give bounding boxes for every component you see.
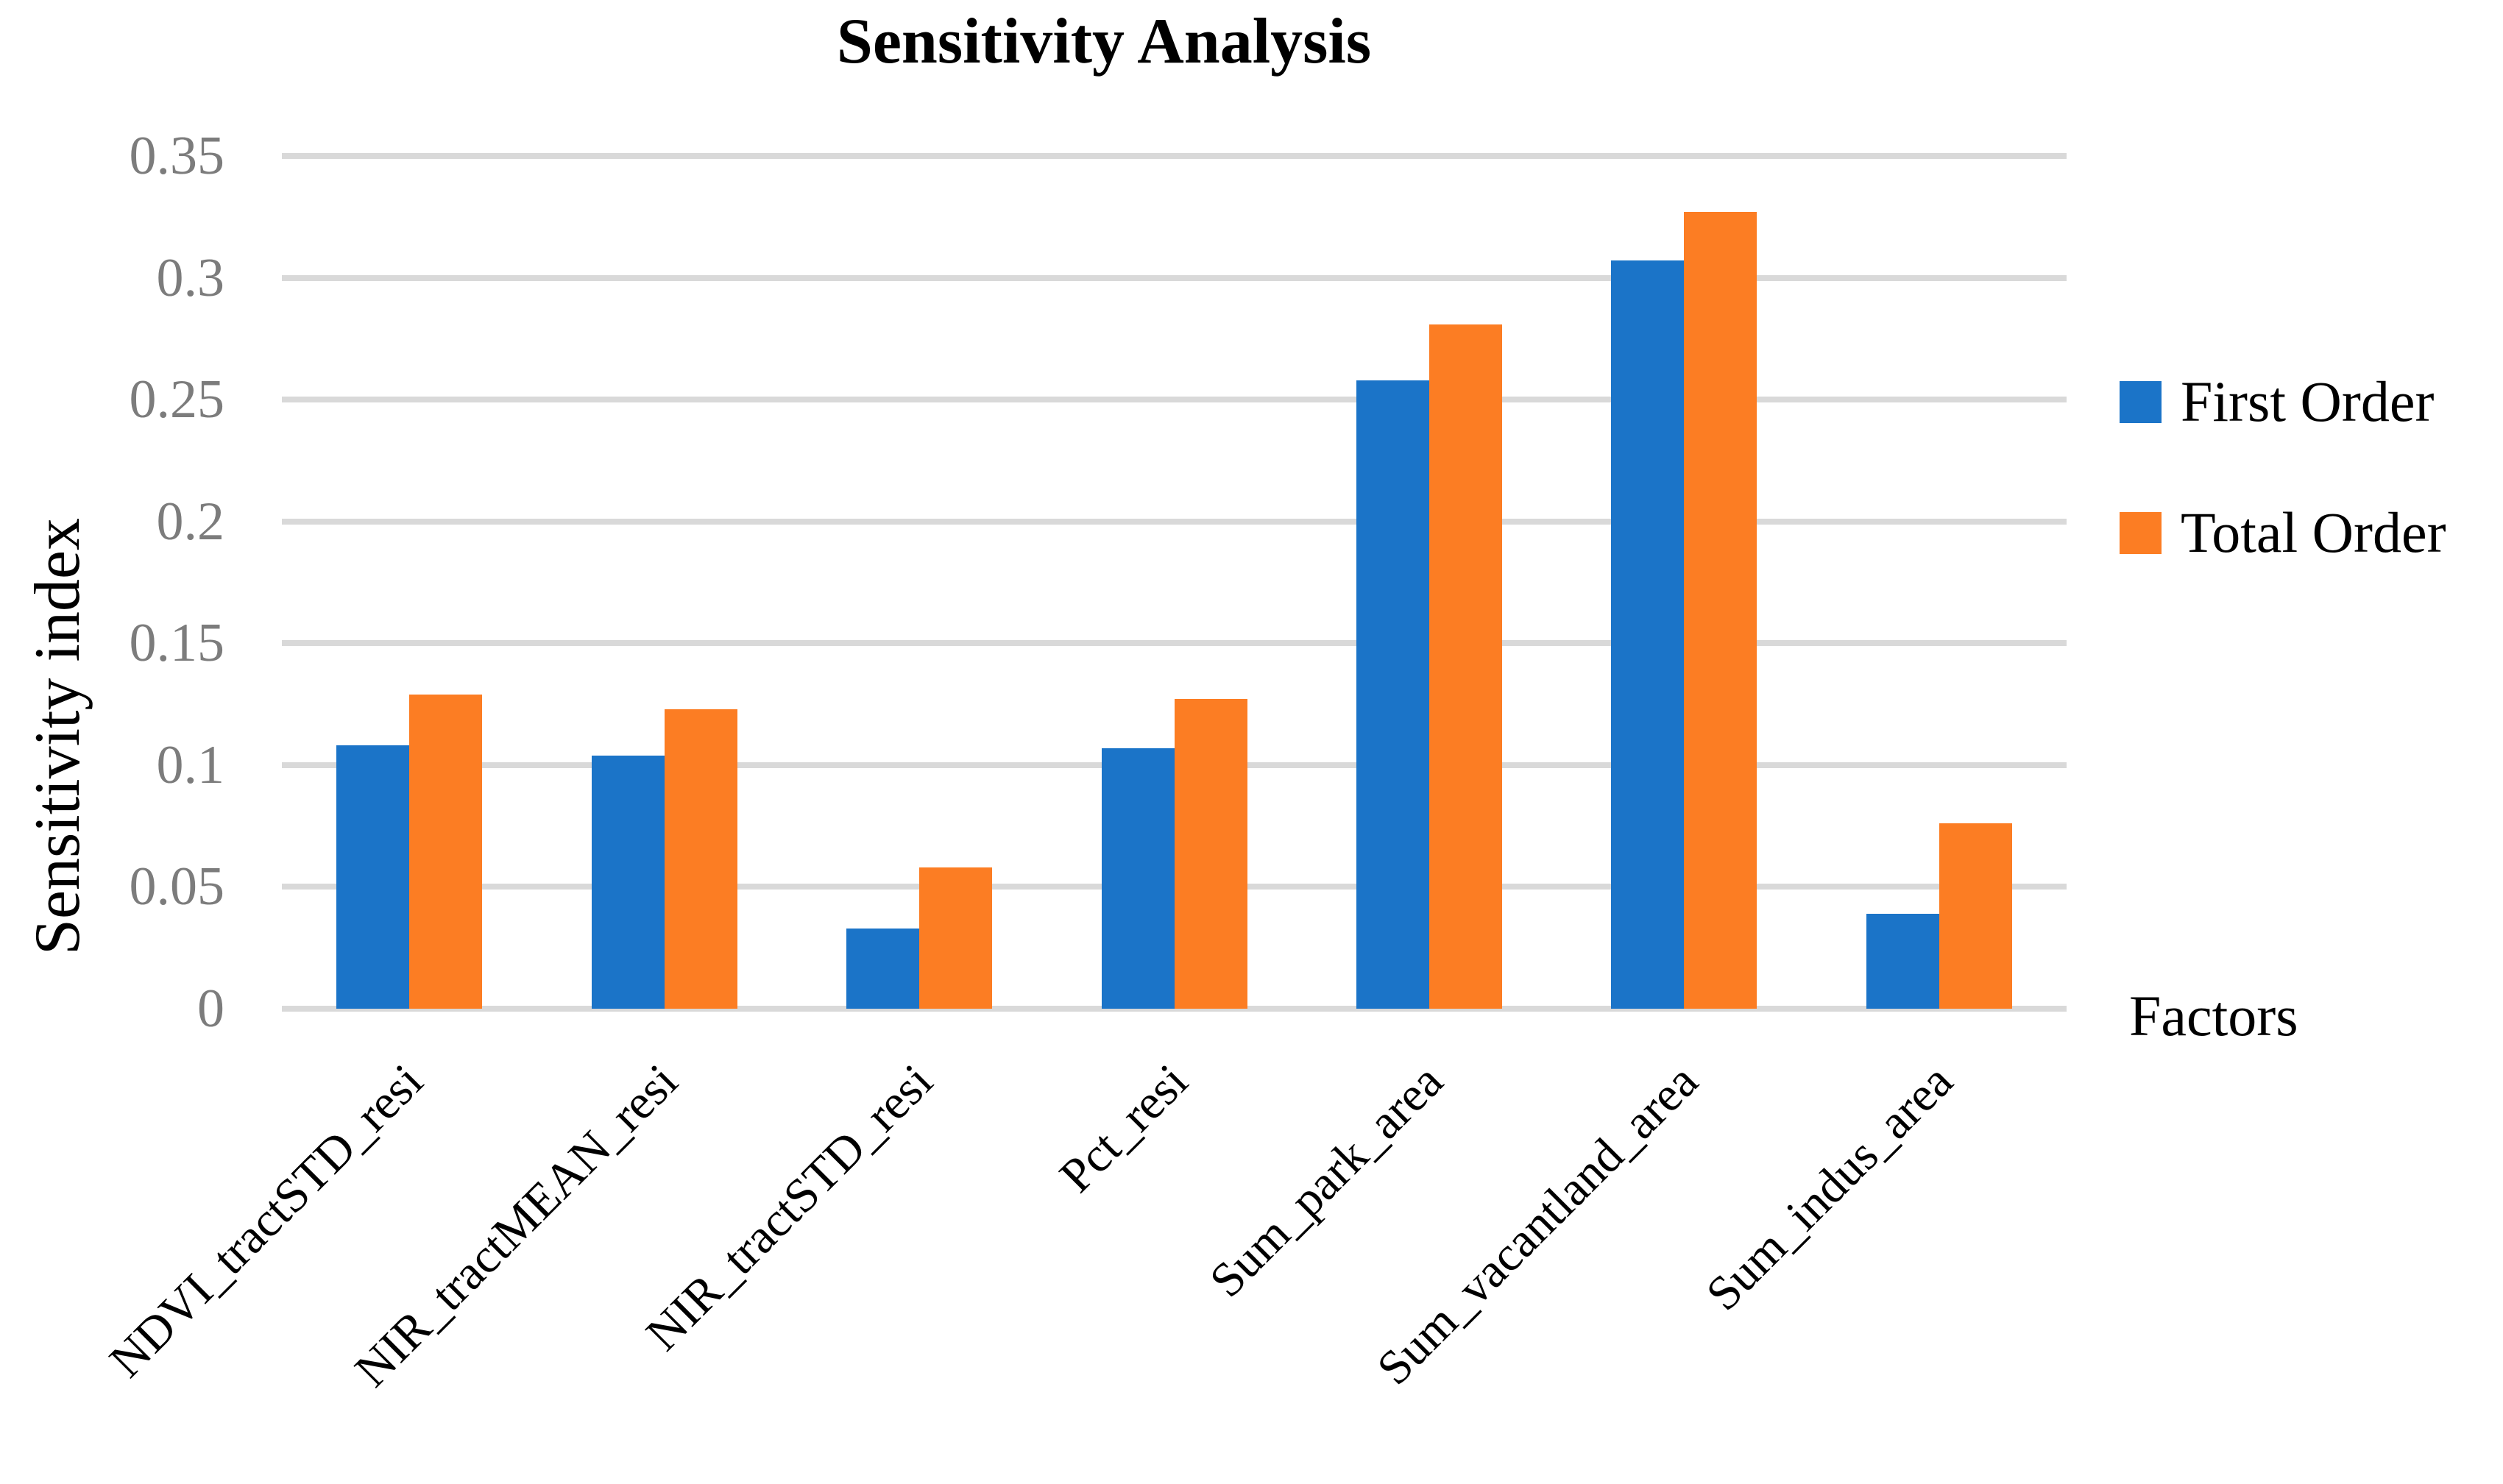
y-tick-label-0: 0 [197, 979, 224, 1039]
bar-first-order-ndvi-tractstd-resi [336, 745, 410, 1009]
gridline-0.25 [282, 397, 2067, 403]
y-tick-label-0.35: 0.35 [129, 126, 225, 186]
gridline-0.2 [282, 518, 2067, 525]
y-tick-label-0.1: 0.1 [156, 734, 225, 795]
x-tick-label-sum-park-area: Sum_park_area [1199, 1054, 1454, 1308]
legend-color-swatch-first-order [2120, 380, 2162, 423]
bar-first-order-sum-vacantland-area [1611, 260, 1685, 1009]
plot-area [282, 153, 2067, 1012]
gridline-0.3 [282, 274, 2067, 281]
gridline-0.15 [282, 640, 2067, 647]
y-tick-label-0.3: 0.3 [156, 247, 225, 308]
x-tick-label-sum-indus-area: Sum_indus_area [1696, 1054, 1964, 1321]
legend-label-total-order: Total Order [2181, 500, 2446, 564]
legend-color-swatch-total-order [2120, 511, 2162, 554]
legend-label-first-order: First Order [2181, 369, 2435, 433]
bar-total-order-nir-tractstd-resi [919, 867, 993, 1009]
bar-total-order-pct-resi [1174, 699, 1247, 1009]
bar-first-order-nir-tractstd-resi [846, 928, 920, 1009]
bar-total-order-sum-park-area [1428, 324, 1502, 1009]
x-tick-label-pct-resi: Pct_resi [1049, 1054, 1198, 1203]
y-tick-label-0.05: 0.05 [129, 856, 225, 917]
bar-total-order-sum-indus-area [1939, 823, 2012, 1009]
bar-first-order-sum-park-area [1356, 380, 1429, 1009]
y-tick-label-0.2: 0.2 [156, 491, 225, 552]
legend-item-first-order: First Order [2120, 373, 2434, 430]
gridline-0 [282, 1006, 2067, 1012]
gridline-0.35 [282, 153, 2067, 159]
y-tick-label-0.15: 0.15 [129, 613, 225, 674]
bar-total-order-ndvi-tractstd-resi [409, 694, 483, 1009]
bar-first-order-nir-tractmean-resi [591, 755, 665, 1009]
legend-item-total-order: Total Order [2120, 504, 2446, 561]
bar-first-order-pct-resi [1101, 748, 1175, 1009]
bar-total-order-sum-vacantland-area [1684, 212, 1757, 1009]
bar-first-order-sum-indus-area [1866, 913, 1939, 1009]
x-axis-title: Factors [2129, 984, 2298, 1048]
y-tick-label-0.25: 0.25 [129, 369, 225, 430]
bar-total-order-nir-tractmean-resi [664, 709, 737, 1009]
chart-title: Sensitivity Analysis [836, 6, 1372, 77]
